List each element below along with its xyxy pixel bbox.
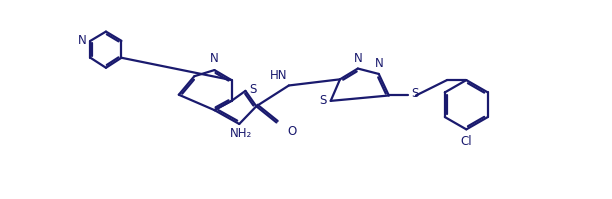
Text: S: S (319, 94, 327, 107)
Text: O: O (287, 125, 297, 138)
Text: N: N (210, 53, 219, 65)
Text: N: N (354, 52, 362, 65)
Text: S: S (249, 83, 256, 96)
Text: N: N (78, 34, 86, 47)
Text: N: N (375, 57, 383, 70)
Text: HN: HN (270, 69, 287, 82)
Text: Cl: Cl (460, 135, 472, 148)
Text: NH₂: NH₂ (230, 127, 252, 140)
Text: S: S (411, 87, 419, 100)
